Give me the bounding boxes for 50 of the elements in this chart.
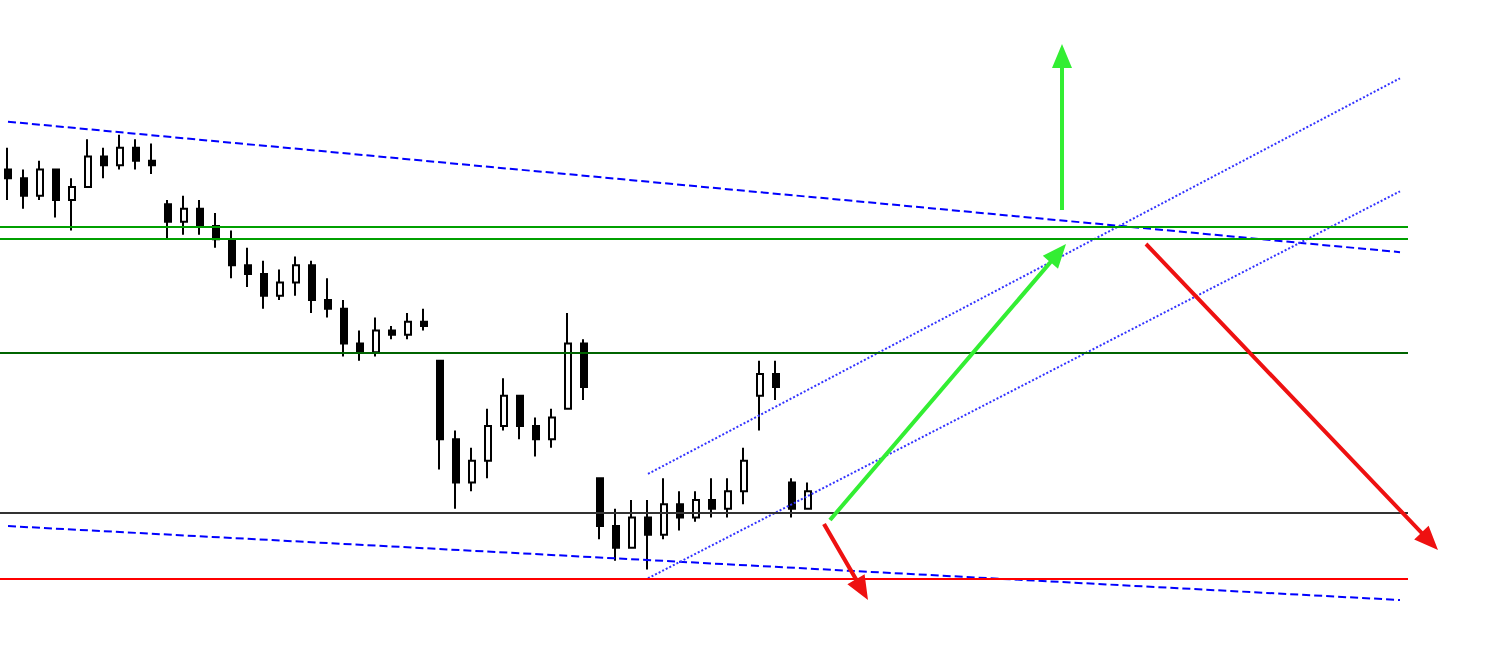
candlestick xyxy=(340,299,348,358)
candlestick xyxy=(244,246,252,288)
candlestick xyxy=(692,490,700,523)
candlestick xyxy=(148,142,156,175)
candlestick xyxy=(180,194,188,236)
candlestick xyxy=(68,177,76,232)
candlestick xyxy=(484,407,492,480)
candlestick xyxy=(676,490,684,532)
candlestick xyxy=(292,255,300,297)
candlestick xyxy=(132,138,140,171)
candlestick xyxy=(372,316,380,358)
candlestick xyxy=(468,446,476,493)
candlestick xyxy=(516,394,524,441)
candlestick xyxy=(660,477,668,541)
candlestick xyxy=(644,499,652,571)
candlestick xyxy=(404,312,412,341)
candlestick xyxy=(804,481,812,510)
candlestick xyxy=(164,199,172,241)
candlestick xyxy=(788,477,796,519)
candlestick xyxy=(52,168,60,219)
candlestick xyxy=(708,477,716,519)
candlestick xyxy=(596,477,604,541)
candlestick xyxy=(308,259,316,315)
candlestick xyxy=(36,159,44,201)
candlestick xyxy=(196,199,204,236)
candlestick xyxy=(228,229,236,280)
candlestick xyxy=(436,359,444,471)
candlestick xyxy=(756,359,764,432)
candlestick xyxy=(420,307,428,332)
candlestick xyxy=(4,146,12,201)
candlestick xyxy=(20,168,28,210)
candlestick xyxy=(100,146,108,180)
candlestick xyxy=(452,429,460,510)
candlestick xyxy=(356,329,364,362)
candlestick xyxy=(324,277,332,319)
candlestick xyxy=(388,325,396,341)
candlestick xyxy=(276,268,284,301)
candlestick xyxy=(740,446,748,506)
candlestick xyxy=(772,359,780,401)
candlestick xyxy=(564,312,572,410)
candlestick xyxy=(724,477,732,519)
candlestick xyxy=(548,407,556,449)
candlestick xyxy=(532,416,540,458)
candlestick xyxy=(580,338,588,401)
candlestick xyxy=(260,259,268,310)
candlestick xyxy=(116,133,124,171)
candlestick xyxy=(612,507,620,562)
candlestick xyxy=(84,138,92,188)
candlestick xyxy=(500,377,508,432)
candlestick xyxy=(628,499,636,549)
